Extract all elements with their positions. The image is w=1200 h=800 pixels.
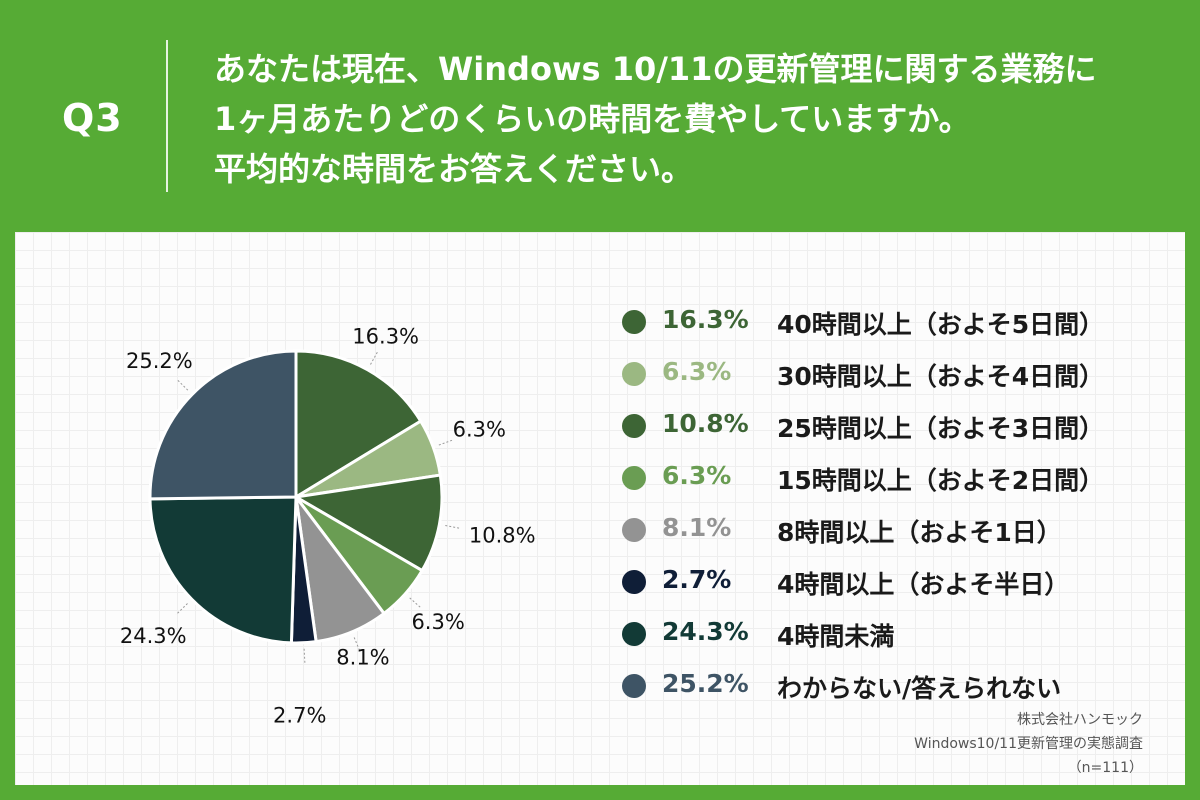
legend-percentage: 6.3% xyxy=(662,357,732,386)
legend-percentage: 24.3% xyxy=(662,617,749,646)
legend-swatch xyxy=(622,518,646,542)
legend-label: 8時間以上（およそ1日） xyxy=(777,518,1062,547)
legend-percentage: 8.1% xyxy=(662,513,732,542)
legend-percentage: 2.7% xyxy=(662,565,732,594)
slice-value-label: 25.2% xyxy=(126,349,193,373)
question-line-2: 1ヶ月あたりどのくらいの時間を費やしていますか。 xyxy=(214,100,971,138)
leader-line xyxy=(370,350,379,365)
source-survey: Windows10/11更新管理の実態調査 xyxy=(914,736,1143,752)
slice-value-label: 2.7% xyxy=(273,704,326,728)
legend-swatch xyxy=(622,622,646,646)
source-note: 株式会社ハンモック Windows10/11更新管理の実態調査 （n=111） xyxy=(914,708,1143,780)
leader-line xyxy=(176,378,189,391)
leader-line xyxy=(353,637,361,653)
leader-line xyxy=(409,597,423,609)
legend-label: わからない/答えられない xyxy=(777,674,1062,703)
chart-panel: 16.3% 6.3% 10.8% 6.3% 8.1% 2.7% 24.3% 25.2% 16.… xyxy=(15,232,1185,785)
legend-label: 15時間以上（およそ2日間） xyxy=(777,466,1105,495)
question-line-1: あなたは現在、Windows 10/11の更新管理に関する業務に xyxy=(214,50,1097,88)
legend-label: 30時間以上（およそ4日間） xyxy=(777,362,1105,391)
legend-swatch xyxy=(622,570,646,594)
legend-label: 25時間以上（およそ3日間） xyxy=(777,414,1105,443)
legend-percentage: 10.8% xyxy=(662,409,749,438)
source-company: 株式会社ハンモック xyxy=(1017,712,1143,728)
legend-swatch xyxy=(622,414,646,438)
source-sample: （n=111） xyxy=(1067,760,1143,776)
legend-swatch xyxy=(622,362,646,386)
legend-label: 40時間以上（およそ5日間） xyxy=(777,310,1105,339)
slice-value-label: 8.1% xyxy=(336,646,389,670)
legend-percentage: 16.3% xyxy=(662,305,749,334)
legend-swatch xyxy=(622,310,646,334)
slice-value-label: 16.3% xyxy=(352,324,419,348)
legend-percentage: 25.2% xyxy=(662,669,749,698)
pie-slice xyxy=(148,495,298,645)
header-divider xyxy=(166,40,168,192)
slice-value-label: 10.8% xyxy=(469,523,536,547)
legend-swatch xyxy=(622,466,646,490)
question-number: Q3 xyxy=(62,96,123,140)
leader-line xyxy=(175,603,188,616)
question-header: Q3 あなたは現在、Windows 10/11の更新管理に関する業務に 1ヶ月あ… xyxy=(0,0,1200,232)
legend-label: 4時間未満 xyxy=(777,622,895,651)
legend-label: 4時間以上（およそ半日） xyxy=(777,570,1070,599)
pie-chart: 16.3% 6.3% 10.8% 6.3% 8.1% 2.7% 24.3% 25.2% xyxy=(120,324,536,728)
leader-line xyxy=(303,648,306,665)
pie-slice xyxy=(294,473,444,573)
question-line-3: 平均的な時間をお答えください。 xyxy=(214,150,694,188)
legend-swatch xyxy=(622,674,646,698)
leader-line xyxy=(438,439,455,446)
slice-value-label: 24.3% xyxy=(120,624,187,648)
slice-value-label: 6.3% xyxy=(411,610,464,634)
pie-slice xyxy=(294,349,423,499)
legend-percentage: 6.3% xyxy=(662,461,732,490)
question-text: あなたは現在、Windows 10/11の更新管理に関する業務に 1ヶ月あたりど… xyxy=(214,44,1174,194)
pie-slice xyxy=(148,349,298,501)
leader-line xyxy=(445,524,462,529)
slice-value-label: 6.3% xyxy=(453,417,506,441)
